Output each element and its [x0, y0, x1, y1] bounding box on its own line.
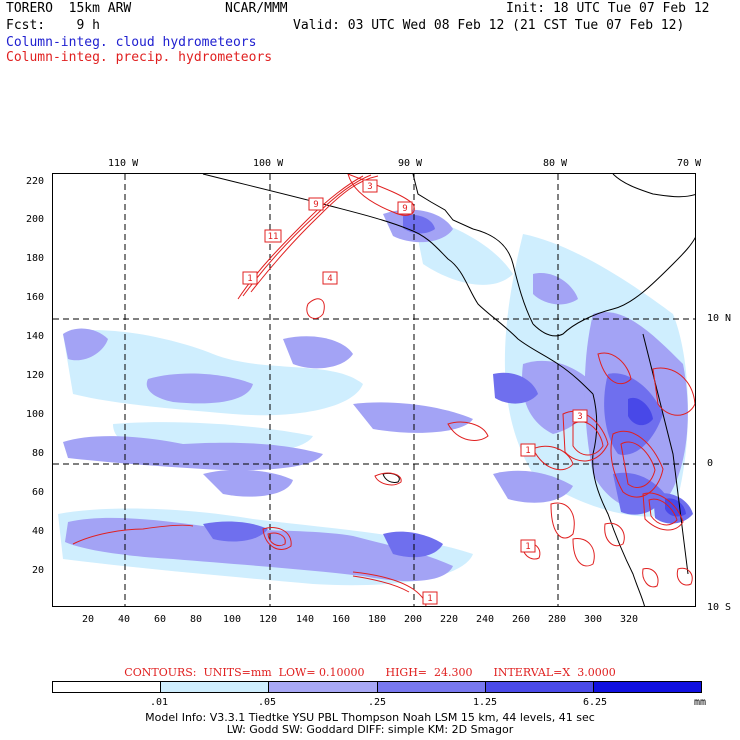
box-label: 9: [402, 204, 407, 214]
x-tick: 300: [584, 614, 603, 625]
model-title: TORERO 15km ARW: [6, 1, 132, 16]
x-tick: 280: [548, 614, 567, 625]
colorbar-label: 1.25: [473, 697, 498, 708]
colorbar-label: .05: [258, 697, 277, 708]
x-tick: 20: [82, 614, 95, 625]
x-tick: 60: [154, 614, 167, 625]
lon-label-70w: 70 W: [677, 158, 702, 169]
box-label: 1: [525, 446, 530, 456]
colorbar-label: .01: [150, 697, 169, 708]
x-tick: 100: [223, 614, 242, 625]
x-tick: 240: [476, 614, 495, 625]
forecast-map: 9 3 9 11 1 4 3 1 1 1: [52, 173, 696, 607]
x-tick: 200: [404, 614, 423, 625]
box-label: 4: [327, 274, 332, 284]
x-tick: 180: [368, 614, 387, 625]
lon-label-90w: 90 W: [398, 158, 423, 169]
color-bar: [52, 681, 702, 693]
x-tick: 120: [259, 614, 278, 625]
x-tick: 160: [332, 614, 351, 625]
x-tick: 40: [118, 614, 131, 625]
org-label: NCAR/MMM: [225, 1, 288, 16]
box-label: 1: [525, 542, 530, 552]
physics-info: LW: Godd SW: Goddard DIFF: simple KM: 2D…: [226, 723, 514, 736]
lon-label-110w: 110 W: [108, 158, 139, 169]
lon-label-80w: 80 W: [543, 158, 568, 169]
forecast-hour: Fcst: 9 h: [6, 18, 100, 33]
box-label: 1: [427, 594, 432, 604]
coastlines: [202, 174, 695, 606]
box-label: 1: [247, 274, 252, 284]
x-tick: 140: [296, 614, 315, 625]
lat-label-0: 0: [707, 458, 714, 469]
y-tick: 40: [32, 526, 45, 537]
lat-lon-grid: [53, 174, 695, 606]
color-bin: [53, 682, 162, 692]
init-time: Init: 18 UTC Tue 07 Feb 12: [506, 1, 710, 16]
lat-label-10n: 10 N: [707, 313, 732, 324]
colorbar-unit: mm: [694, 697, 707, 708]
color-bin: [269, 682, 378, 692]
y-tick: 160: [26, 292, 45, 303]
lat-label-10s: 10 S: [707, 602, 732, 613]
lon-label-100w: 100 W: [253, 158, 284, 169]
box-label: 11: [268, 232, 279, 242]
contour-label-boxes: [242, 179, 588, 605]
valid-time: Valid: 03 UTC Wed 08 Feb 12 (21 CST Tue …: [293, 18, 685, 33]
y-tick: 180: [26, 253, 45, 264]
y-tick: 80: [32, 448, 45, 459]
box-label: 3: [367, 182, 372, 192]
colorbar-label: 6.25: [583, 697, 608, 708]
y-tick: 100: [26, 409, 45, 420]
y-tick: 200: [26, 214, 45, 225]
y-tick: 120: [26, 370, 45, 381]
y-tick: 20: [32, 565, 45, 576]
color-bin: [593, 682, 702, 692]
y-tick: 220: [26, 176, 45, 187]
box-label: 3: [577, 412, 582, 422]
color-bin: [485, 682, 594, 692]
field-cloud-label: Column-integ. cloud hydrometeors: [6, 35, 257, 50]
map-canvas: 9 3 9 11 1 4 3 1 1 1: [53, 174, 695, 606]
colorbar-label: .25: [368, 697, 387, 708]
x-tick: 260: [512, 614, 531, 625]
y-tick: 140: [26, 331, 45, 342]
y-tick: 60: [32, 487, 45, 498]
contour-info: CONTOURS: UNITS=mm LOW= 0.10000 HIGH= 24…: [124, 666, 616, 679]
color-bin: [377, 682, 486, 692]
x-tick: 80: [190, 614, 203, 625]
box-label: 9: [313, 200, 318, 210]
contour-label-texts: 9 3 9 11 1 4 3 1 1 1: [247, 182, 582, 604]
model-info: Model Info: V3.3.1 Tiedtke YSU PBL Thomp…: [145, 711, 595, 724]
field-precip-label: Column-integ. precip. hydrometeors: [6, 50, 273, 65]
color-bin: [161, 682, 270, 692]
x-tick: 320: [620, 614, 639, 625]
x-tick: 220: [440, 614, 459, 625]
